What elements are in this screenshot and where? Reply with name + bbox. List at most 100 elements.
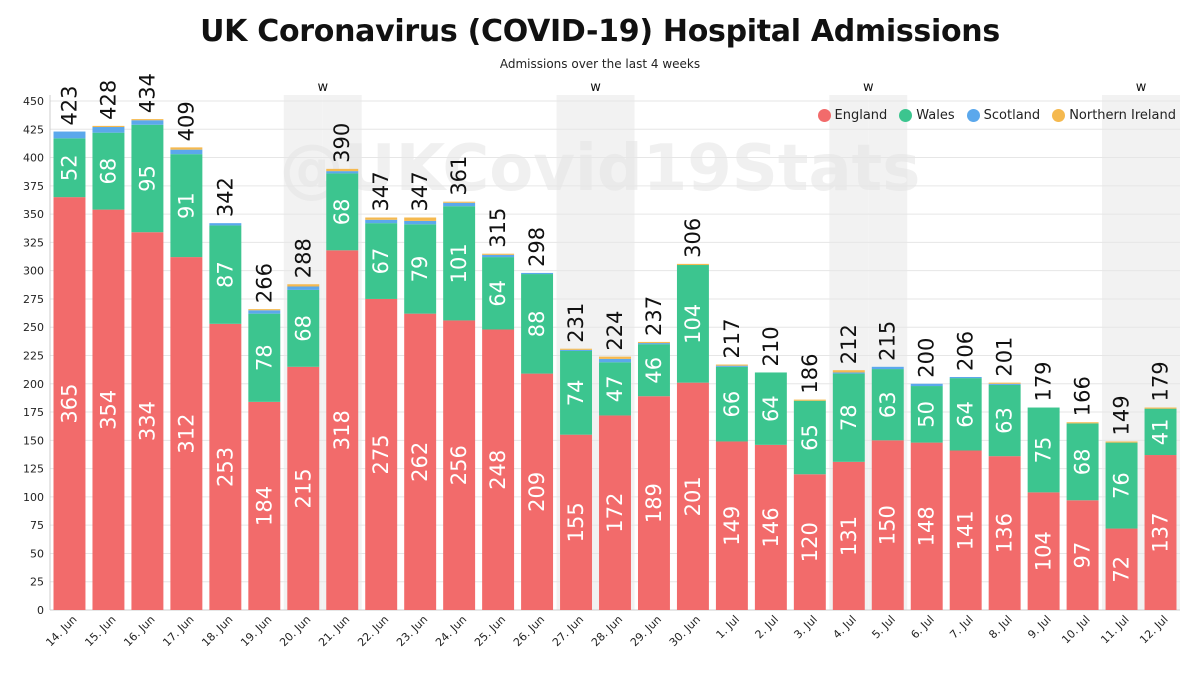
bar-northern-ireland-4-jul [832, 370, 865, 373]
y-tick-label-25: 25 [30, 576, 44, 589]
data-label-england-19-jun: 184 [252, 486, 276, 526]
data-label-england-30-jun: 201 [681, 476, 705, 516]
bar-england-25-jun [482, 329, 515, 610]
legend-label-england: England [834, 108, 888, 123]
bar-england-24-jun [443, 320, 476, 610]
legend-item-scotland[interactable]: Scotland [966, 108, 1040, 123]
x-tick-label-21-jun: 21. Jun [316, 613, 352, 649]
total-label-6-jul: 200 [915, 338, 939, 378]
legend-swatch-england [817, 109, 831, 122]
x-tick-label-4-jul: 4. Jul [830, 613, 858, 641]
x-tick-label-26-jun: 26. Jun [511, 613, 547, 649]
legend-label-wales: Wales [916, 108, 955, 123]
bar-northern-ireland-8-jul [988, 382, 1021, 384]
total-label-4-jul: 212 [837, 324, 861, 364]
data-label-england-18-jun: 253 [213, 447, 237, 487]
data-label-wales-27-jun: 74 [564, 379, 588, 406]
bar-england-15-jun [92, 209, 125, 610]
total-label-10-jul: 166 [1071, 376, 1095, 416]
legend-item-wales[interactable]: Wales [899, 108, 955, 123]
y-tick-label-200: 200 [23, 378, 44, 391]
bar-northern-ireland-1-jul [715, 364, 748, 366]
bar-scotland-17-jun [170, 149, 203, 155]
data-label-england-22-jun: 275 [369, 434, 393, 474]
data-label-wales-24-jun: 101 [447, 243, 471, 283]
bar-england-4-jul [832, 461, 865, 610]
bar-wales-17-jun [170, 154, 203, 258]
bar-northern-ireland-3-jul [793, 399, 826, 401]
legend-swatch-northern-ireland [1052, 109, 1066, 122]
bar-northern-ireland-25-jun [482, 253, 515, 255]
y-tick-label-250: 250 [23, 321, 44, 334]
data-label-wales-26-jun: 88 [525, 310, 549, 337]
x-tick-label-28-jun: 28. Jun [589, 613, 625, 649]
data-label-england-23-jun: 262 [408, 442, 432, 482]
bar-northern-ireland-15-jun [92, 125, 125, 128]
total-label-1-jul: 217 [720, 318, 744, 358]
total-label-11-jul: 149 [1110, 395, 1134, 435]
data-label-england-10-jul: 97 [1071, 542, 1095, 569]
bar-wales-8-jul [988, 384, 1021, 457]
data-label-england-29-jun: 189 [642, 483, 666, 523]
y-tick-label-450: 450 [23, 95, 44, 108]
x-tick-label-16-jun: 16. Jun [121, 613, 157, 649]
bar-england-3-jul [793, 474, 826, 610]
bar-wales-2-jul [754, 372, 787, 445]
data-label-england-11-jul: 72 [1110, 556, 1134, 583]
bar-england-12-jul [1144, 455, 1177, 610]
x-tick-label-8-jul: 8. Jul [986, 613, 1014, 641]
x-tick-label-7-jul: 7. Jul [947, 613, 975, 641]
bar-scotland-8-jul [988, 383, 1021, 385]
bar-england-5-jul [871, 440, 904, 610]
weekend-marker-13: w [590, 80, 601, 95]
data-label-wales-2-jul: 64 [759, 395, 783, 422]
bar-england-6-jul [910, 442, 943, 610]
x-tick-label-20-jun: 20. Jun [277, 613, 313, 649]
data-label-wales-30-jun: 104 [681, 304, 705, 344]
bar-scotland-18-jun [209, 223, 242, 226]
bar-scotland-22-jun [365, 219, 398, 224]
y-tick-label-150: 150 [23, 434, 44, 447]
bar-northern-ireland-21-jun [326, 168, 359, 172]
bar-wales-29-jun [637, 344, 670, 397]
x-tick-label-30-jun: 30. Jun [667, 613, 703, 649]
data-label-england-15-jun: 354 [96, 390, 120, 430]
data-label-wales-9-jul: 75 [1032, 437, 1056, 464]
data-label-england-3-jul: 120 [798, 522, 822, 562]
bar-northern-ireland-16-jun [131, 119, 164, 121]
y-tick-label-125: 125 [23, 463, 44, 476]
legend-item-northern-ireland[interactable]: Northern Ireland [1052, 108, 1176, 123]
bar-wales-18-jun [209, 225, 242, 324]
bar-wales-9-jul [1027, 407, 1060, 493]
bar-wales-20-jun [287, 289, 320, 367]
total-label-16-jun: 434 [135, 73, 159, 113]
data-label-england-21-jun: 318 [330, 410, 354, 450]
data-label-england-2-jul: 146 [759, 507, 783, 547]
bar-wales-16-jun [131, 124, 164, 233]
total-label-2-jul: 210 [759, 326, 783, 366]
bar-wales-27-jun [560, 350, 593, 435]
total-label-21-jun: 390 [330, 123, 354, 163]
data-label-england-4-jul: 131 [837, 516, 861, 556]
x-tick-label-24-jun: 24. Jun [433, 613, 469, 649]
data-label-wales-11-jul: 76 [1110, 472, 1134, 499]
data-label-wales-10-jul: 68 [1071, 448, 1095, 475]
x-tick-label-22-jun: 22. Jun [355, 613, 391, 649]
x-tick-label-1-jul: 1. Jul [714, 613, 742, 641]
total-label-19-jun: 266 [252, 263, 276, 303]
legend-item-england[interactable]: England [817, 108, 888, 123]
bar-wales-19-jun [248, 313, 281, 402]
data-label-wales-4-jul: 78 [837, 404, 861, 431]
total-label-3-jul: 186 [798, 354, 822, 394]
bar-england-27-jun [560, 434, 593, 610]
data-label-england-14-jun: 365 [57, 384, 81, 424]
x-tick-label-18-jun: 18. Jun [199, 613, 235, 649]
bar-scotland-27-jun [560, 349, 593, 351]
data-label-england-16-jun: 334 [135, 401, 159, 441]
total-label-7-jul: 206 [954, 331, 978, 371]
total-label-28-jun: 224 [603, 311, 627, 351]
bar-england-20-jun [287, 366, 320, 610]
bar-scotland-15-jun [92, 127, 125, 133]
x-tick-label-15-jun: 15. Jun [82, 613, 118, 649]
bar-wales-4-jul [832, 373, 865, 462]
